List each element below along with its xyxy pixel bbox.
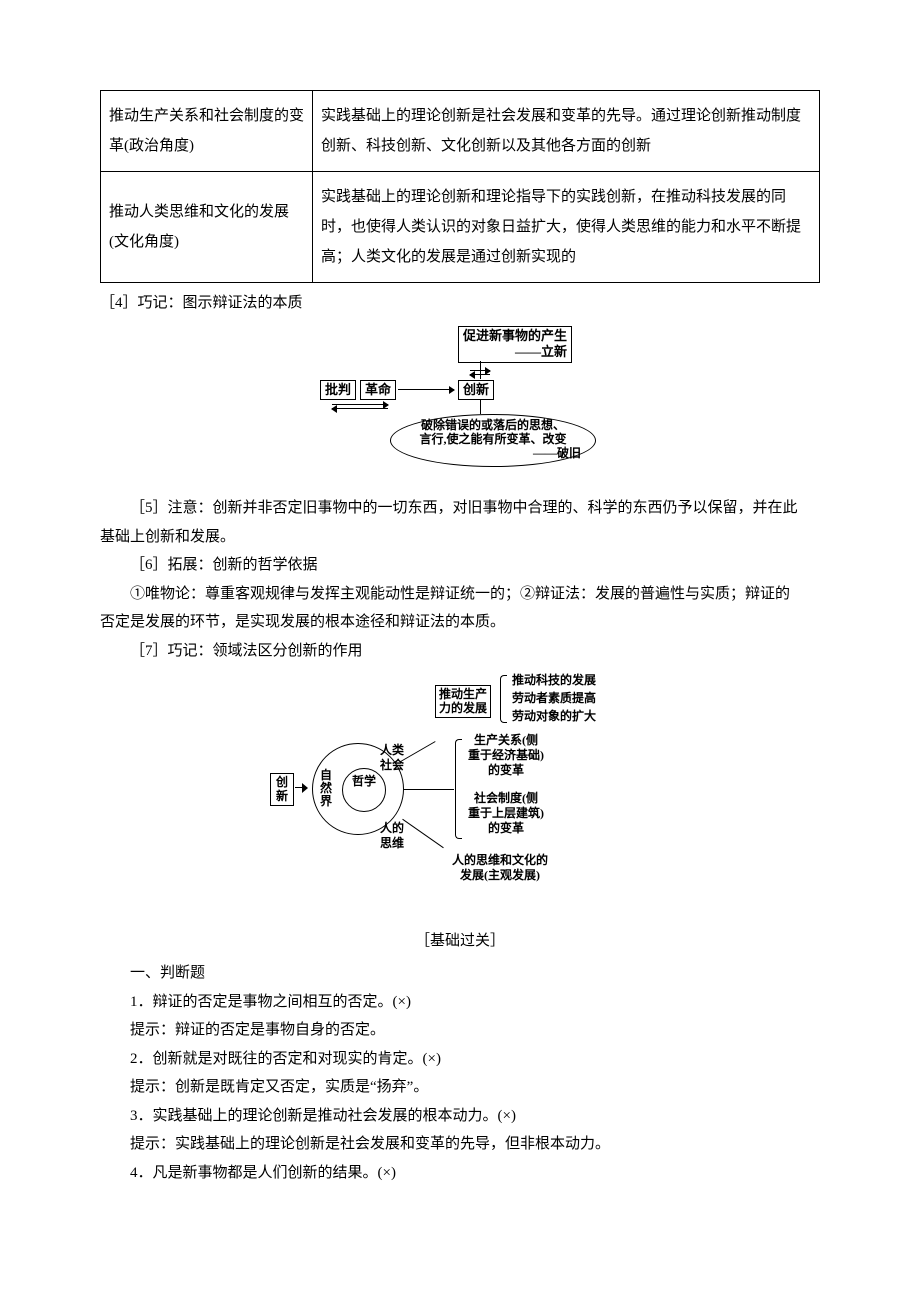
label-b1-1: 推动科技的发展 xyxy=(512,673,596,688)
cell-right: 实践基础上的理论创新和理论指导下的实践创新，在推动科技发展的同时，也使得人类认识… xyxy=(313,172,820,283)
connector xyxy=(470,374,490,375)
label-b2-1: 生产关系(侧重于经济基础)的变革 xyxy=(468,733,544,778)
section-basic: ［基础过关］ xyxy=(100,927,820,956)
ellipse-old: 破除错误的或落后的思想、 言行,使之能有所变革、改变 ——破旧 xyxy=(390,414,596,467)
connector xyxy=(404,789,454,790)
diagram-domains: 创新 自然界 哲学 人类社会 人的思维 推动生产力的发展 推动科技的发展 劳动者… xyxy=(270,673,650,908)
text: 促进新事物的产生 xyxy=(463,328,567,343)
connector xyxy=(332,408,388,409)
connector xyxy=(402,819,444,848)
box-criticize: 批判 xyxy=(320,380,356,401)
a1: 提示：辩证的否定是事物自身的否定。 xyxy=(100,1016,820,1045)
figure-2: 创新 自然界 哲学 人类社会 人的思维 推动生产力的发展 推动科技的发展 劳动者… xyxy=(100,673,820,919)
text: 破除错误的或落后的思想、 xyxy=(421,418,565,432)
note-6a: ［6］拓展：创新的哲学依据 xyxy=(100,551,820,580)
connector xyxy=(398,389,454,390)
a3: 提示：实践基础上的理论创新是社会发展和变革的先导，但非根本动力。 xyxy=(100,1130,820,1159)
heading-judge: 一、判断题 xyxy=(100,959,820,988)
label-b1-3: 劳动对象的扩大 xyxy=(512,709,596,724)
label-b3: 人的思维和文化的发展(主观发展) xyxy=(452,853,548,883)
label-thinking: 人的思维 xyxy=(380,821,404,851)
label-b2-2: 社会制度(侧重于上层建筑)的变革 xyxy=(468,791,544,836)
page: 推动生产关系和社会制度的变革(政治角度) 实践基础上的理论创新是社会发展和变革的… xyxy=(0,0,920,1302)
q4: 4．凡是新事物都是人们创新的结果。(×) xyxy=(100,1159,820,1188)
box-new: 促进新事物的产生 ——立新 xyxy=(458,326,572,364)
q2: 2．创新就是对既往的否定和对现实的肯定。(×) xyxy=(100,1045,820,1074)
table-row: 推动人类思维和文化的发展(文化角度) 实践基础上的理论创新和理论指导下的实践创新… xyxy=(101,172,820,283)
table-row: 推动生产关系和社会制度的变革(政治角度) 实践基础上的理论创新是社会发展和变革的… xyxy=(101,91,820,172)
cell-right: 实践基础上的理论创新是社会发展和变革的先导。通过理论创新推动制度创新、科技创新、… xyxy=(313,91,820,172)
connector xyxy=(480,400,481,414)
box-prod-force: 推动生产力的发展 xyxy=(435,685,491,718)
note-6c: 否定是发展的环节，是实现发展的根本途径和辩证法的本质。 xyxy=(100,608,820,637)
figure-1: 促进新事物的产生 ——立新 批判 革命 创新 破除错误的或落后的思想、 言行,使… xyxy=(100,326,820,487)
label-nature: 自然界 xyxy=(320,769,332,809)
box-revolution: 革命 xyxy=(360,380,396,401)
content-table: 推动生产关系和社会制度的变革(政治角度) 实践基础上的理论创新是社会发展和变革的… xyxy=(100,90,820,283)
cell-left: 推动人类思维和文化的发展(文化角度) xyxy=(101,172,313,283)
q3: 3．实践基础上的理论创新是推动社会发展的根本动力。(×) xyxy=(100,1102,820,1131)
cell-left: 推动生产关系和社会制度的变革(政治角度) xyxy=(101,91,313,172)
arrow-icon xyxy=(295,783,309,793)
circle-philosophy: 哲学 xyxy=(342,768,386,812)
brace-icon xyxy=(500,675,507,723)
note-7: ［7］巧记：领域法区分创新的作用 xyxy=(100,637,820,666)
label-society: 人类社会 xyxy=(380,743,404,773)
label-b1-2: 劳动者素质提高 xyxy=(512,691,596,706)
note-5a: ［5］注意：创新并非否定旧事物中的一切东西，对旧事物中合理的、科学的东西仍予以保… xyxy=(100,494,820,523)
note-6b: ①唯物论：尊重客观规律与发挥主观能动性是辩证统一的；②辩证法：发展的普遍性与实质… xyxy=(100,580,820,609)
connector xyxy=(400,741,435,762)
text: ——立新 xyxy=(463,344,567,361)
box-innovation: 创新 xyxy=(270,773,294,806)
text: 言行,使之能有所变革、改变 xyxy=(419,432,566,446)
connector xyxy=(332,404,388,405)
diagram-dialectic: 促进新事物的产生 ——立新 批判 革命 创新 破除错误的或落后的思想、 言行,使… xyxy=(320,326,600,476)
note-4: ［4］巧记：图示辩证法的本质 xyxy=(100,289,820,318)
note-5b: 基础上创新和发展。 xyxy=(100,523,820,552)
a2: 提示：创新是既肯定又否定，实质是“扬弃”。 xyxy=(100,1073,820,1102)
box-innovation: 创新 xyxy=(458,380,494,401)
text: ——破旧 xyxy=(397,446,589,460)
brace-icon xyxy=(455,739,462,839)
q1: 1．辩证的否定是事物之间相互的否定。(×) xyxy=(100,988,820,1017)
